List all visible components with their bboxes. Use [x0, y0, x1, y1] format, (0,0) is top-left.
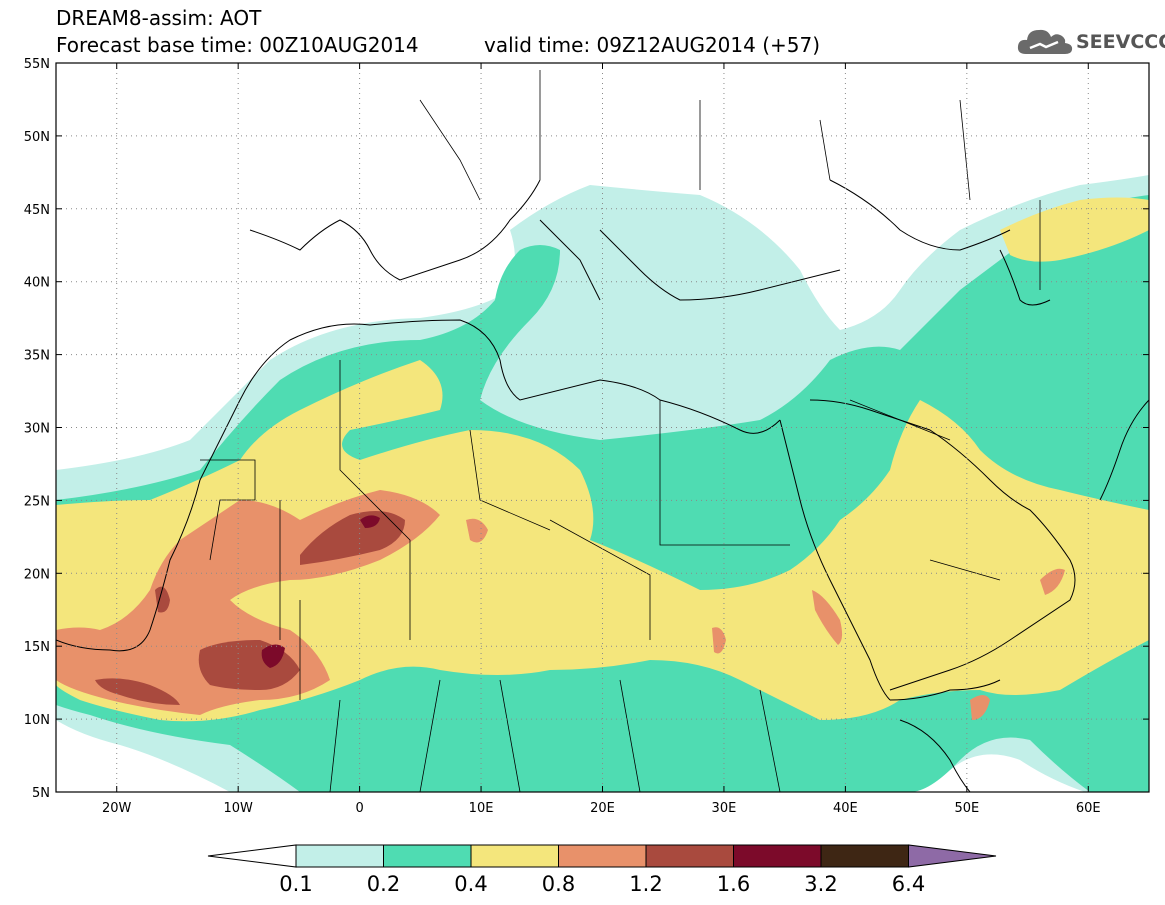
- lat-tick-label: 10N: [24, 713, 50, 728]
- aot-band-1.2-senegal: [95, 678, 180, 705]
- aot-band-1.6-algeria: [360, 515, 380, 528]
- lon-tick-label: 10E: [469, 801, 494, 816]
- colorbar-label: 0.2: [366, 872, 401, 896]
- longitude-labels: 20W 10W 0 10E 20E 30E 40E 50E 60E: [102, 63, 1101, 816]
- colorbar-bin: [645, 844, 734, 868]
- lat-tick-label: 50N: [24, 130, 50, 145]
- lon-tick-label: 10W: [223, 801, 253, 816]
- valid-time: valid time: 09Z12AUG2014 (+57): [484, 33, 821, 57]
- latitude-labels: 55N 50N 45N 40N 35N 30N 25N 20N 15N 10N 5N: [24, 57, 1149, 801]
- lat-tick-label: 40N: [24, 276, 50, 291]
- colorbar-over-arrow: [908, 844, 997, 868]
- colorbar-label: 1.2: [629, 872, 663, 896]
- coastlines: [56, 179, 1149, 792]
- colorbar: [207, 844, 997, 868]
- lat-tick-label: 45N: [24, 203, 50, 218]
- colorbar-under-arrow: [207, 844, 297, 868]
- colorbar-bin: [558, 844, 647, 868]
- aot-band-0.8-red-sea: [812, 590, 843, 645]
- colorbar-bin: [470, 844, 559, 868]
- lon-tick-label: 20E: [590, 801, 615, 816]
- colorbar-bin: [820, 844, 909, 868]
- lat-tick-label: 30N: [24, 422, 50, 437]
- lon-tick-label: 40E: [833, 801, 858, 816]
- lon-tick-label: 60E: [1076, 801, 1101, 816]
- colorbar-label: 0.8: [541, 872, 576, 896]
- aot-band-0.8-oman: [1040, 568, 1065, 595]
- graticule: [56, 63, 1149, 792]
- lon-tick-label: 20W: [102, 801, 132, 816]
- colorbar-label: 0.1: [279, 872, 313, 896]
- lon-tick-label: 0: [355, 801, 363, 816]
- lat-tick-label: 5N: [32, 786, 50, 801]
- aot-band-0.8-sudan: [712, 627, 726, 654]
- seevccc-logo: SEEVCCC: [1016, 24, 1165, 58]
- aot-band-0.8-horn: [970, 695, 990, 720]
- lat-tick-label: 25N: [24, 494, 50, 509]
- aot-band-1.2-algeria: [300, 511, 405, 565]
- lat-tick-label: 35N: [24, 349, 50, 364]
- colorbar-bin: [383, 844, 472, 868]
- aot-band-0.8-libya: [466, 518, 488, 543]
- lat-tick-label: 55N: [24, 57, 50, 72]
- cloud-icon: [1017, 29, 1073, 54]
- lon-tick-label: 30E: [712, 801, 737, 816]
- aot-band-1.6-mali: [261, 644, 285, 668]
- colorbar-bin: [733, 844, 822, 868]
- colorbar-label: 3.2: [804, 872, 838, 896]
- logo-text: SEEVCCC: [1076, 31, 1165, 53]
- colorbar-label: 6.4: [891, 872, 926, 896]
- lon-tick-label: 50E: [954, 801, 979, 816]
- lat-tick-label: 20N: [24, 567, 50, 582]
- lat-tick-label: 15N: [24, 640, 50, 655]
- forecast-base-time: Forecast base time: 00Z10AUG2014: [56, 33, 419, 57]
- aot-band-0.4-caspian: [1000, 197, 1149, 262]
- colorbar-bin: [295, 844, 384, 868]
- colorbar-label: 1.6: [716, 872, 751, 896]
- map-title: DREAM8-assim: AOT: [56, 6, 262, 30]
- aot-band-1.2-mauritania: [155, 586, 170, 613]
- country-borders: [200, 70, 1041, 792]
- colorbar-label: 0.4: [454, 872, 488, 896]
- aot-band-0.4: [56, 360, 1149, 722]
